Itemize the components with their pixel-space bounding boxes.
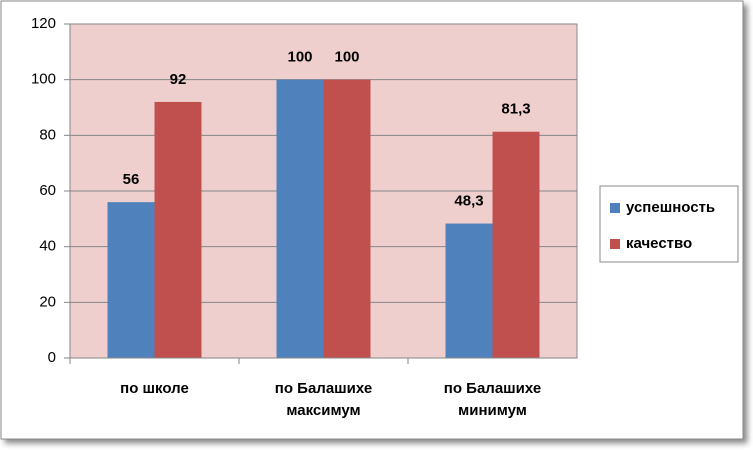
x-tick-label-box: по Балашихе максимум [274,380,373,419]
bar [323,79,371,359]
legend-label: успешность [626,199,715,216]
bar [107,202,155,358]
y-tick-label: 20 [39,293,56,310]
value-label: 100 [334,49,359,66]
x-tick-label: по Балашихе максимум [274,380,373,419]
bar [445,223,493,358]
bar [154,101,202,358]
legend-label: качество [626,235,692,252]
y-tick-label: 60 [39,182,56,199]
y-tick-label: 0 [48,349,56,366]
value-label: 92 [170,71,187,88]
bar [276,79,324,359]
value-label: 100 [287,49,312,66]
legend-box [599,185,739,263]
y-tick-label: 80 [39,126,56,143]
bar [492,131,540,358]
value-label: 81,3 [501,101,530,118]
x-tick-label-box: по школе [120,380,189,397]
x-tick-label: по Балашихе минимум [443,380,542,419]
y-tick-label: 40 [39,238,56,255]
y-tick-label: 100 [31,71,56,88]
legend-swatch [610,239,620,249]
y-tick-label: 120 [31,15,56,32]
x-tick-label: по школе [120,380,189,397]
value-label: 48,3 [454,193,483,210]
legend-swatch [610,203,620,213]
value-label: 56 [123,171,140,188]
x-tick-label-box: по Балашихе минимум [443,380,542,419]
